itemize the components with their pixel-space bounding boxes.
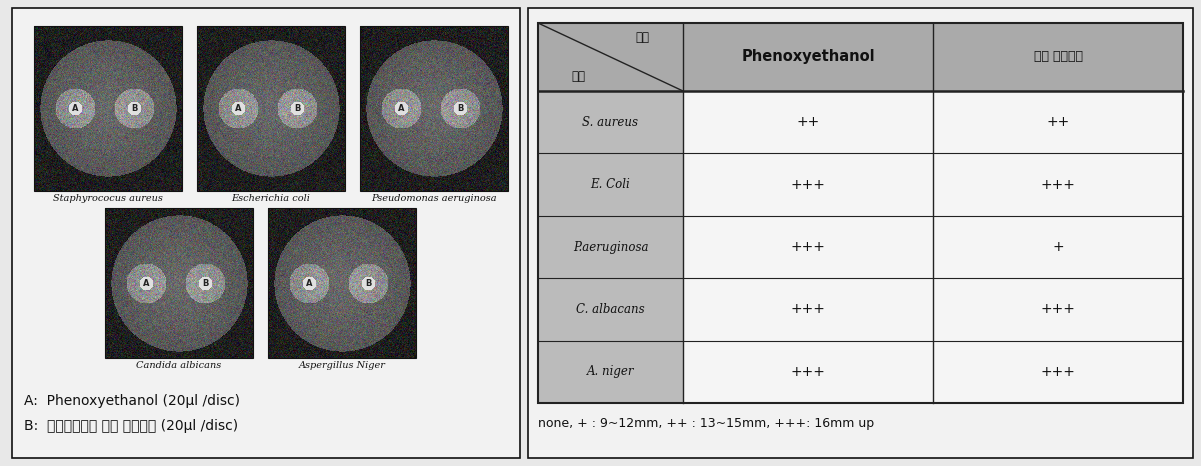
Text: +++: +++	[790, 365, 825, 379]
Bar	[538, 216, 683, 278]
Text: none, + : 9~12mm, ++ : 13~15mm, +++: 16mm up: none, + : 9~12mm, ++ : 13~15mm, +++: 16m…	[538, 417, 874, 430]
Text: +++: +++	[1040, 302, 1075, 316]
Text: Aspergillus Niger: Aspergillus Niger	[299, 361, 386, 370]
Bar	[933, 216, 1183, 278]
Text: ++: ++	[1046, 115, 1070, 129]
Bar	[538, 23, 1183, 403]
Text: Phenoxyethanol: Phenoxyethanol	[741, 49, 874, 64]
Text: 시료: 시료	[635, 32, 650, 44]
Bar	[268, 208, 416, 358]
Bar	[538, 278, 683, 341]
Text: A: A	[306, 279, 312, 288]
Bar	[538, 153, 683, 216]
Text: Candida albicans: Candida albicans	[137, 361, 222, 370]
Bar	[538, 23, 1183, 91]
Text: B:  커피빈추출물 활용 항균물질 (20μl /disc): B: 커피빈추출물 활용 항균물질 (20μl /disc)	[24, 419, 238, 433]
Text: P.aeruginosa: P.aeruginosa	[573, 240, 649, 254]
Bar	[360, 26, 508, 191]
Text: +++: +++	[790, 178, 825, 192]
Bar	[933, 91, 1183, 153]
Text: +++: +++	[790, 302, 825, 316]
Text: A. niger: A. niger	[587, 365, 634, 378]
Text: A: A	[235, 104, 241, 113]
Text: Escherichia coli: Escherichia coli	[232, 194, 310, 203]
Text: A:  Phenoxyethanol (20μl /disc): A: Phenoxyethanol (20μl /disc)	[24, 394, 240, 408]
Bar	[34, 26, 183, 191]
Text: +: +	[1052, 240, 1064, 254]
Text: B: B	[365, 279, 372, 288]
Bar	[683, 91, 933, 153]
Bar	[683, 341, 933, 403]
Text: E. Coli: E. Coli	[591, 178, 631, 191]
Bar	[933, 278, 1183, 341]
Bar	[683, 153, 933, 216]
Text: 균주: 균주	[572, 69, 586, 82]
Text: Pseudomonas aeruginosa: Pseudomonas aeruginosa	[371, 194, 497, 203]
Text: A: A	[399, 104, 405, 113]
Text: S. aureus: S. aureus	[582, 116, 639, 129]
Text: +++: +++	[790, 240, 825, 254]
Text: +++: +++	[1040, 365, 1075, 379]
Bar	[12, 8, 520, 458]
Bar	[683, 216, 933, 278]
Text: A: A	[143, 279, 150, 288]
Text: Staphyrococus aureus: Staphyrococus aureus	[53, 194, 163, 203]
Bar	[933, 341, 1183, 403]
Text: B: B	[131, 104, 138, 113]
Bar	[683, 278, 933, 341]
Text: B: B	[203, 279, 209, 288]
Text: +++: +++	[1040, 178, 1075, 192]
Bar	[104, 208, 253, 358]
Bar	[197, 26, 345, 191]
Text: B: B	[294, 104, 300, 113]
Bar	[538, 341, 683, 403]
Bar	[933, 153, 1183, 216]
Text: C. albacans: C. albacans	[576, 303, 645, 316]
Bar	[538, 91, 683, 153]
Text: B: B	[458, 104, 464, 113]
Bar	[538, 23, 1183, 403]
Text: ++: ++	[796, 115, 819, 129]
Bar	[528, 8, 1193, 458]
Text: 신규 항균물질: 신규 항균물질	[1034, 50, 1082, 63]
Text: A: A	[72, 104, 79, 113]
